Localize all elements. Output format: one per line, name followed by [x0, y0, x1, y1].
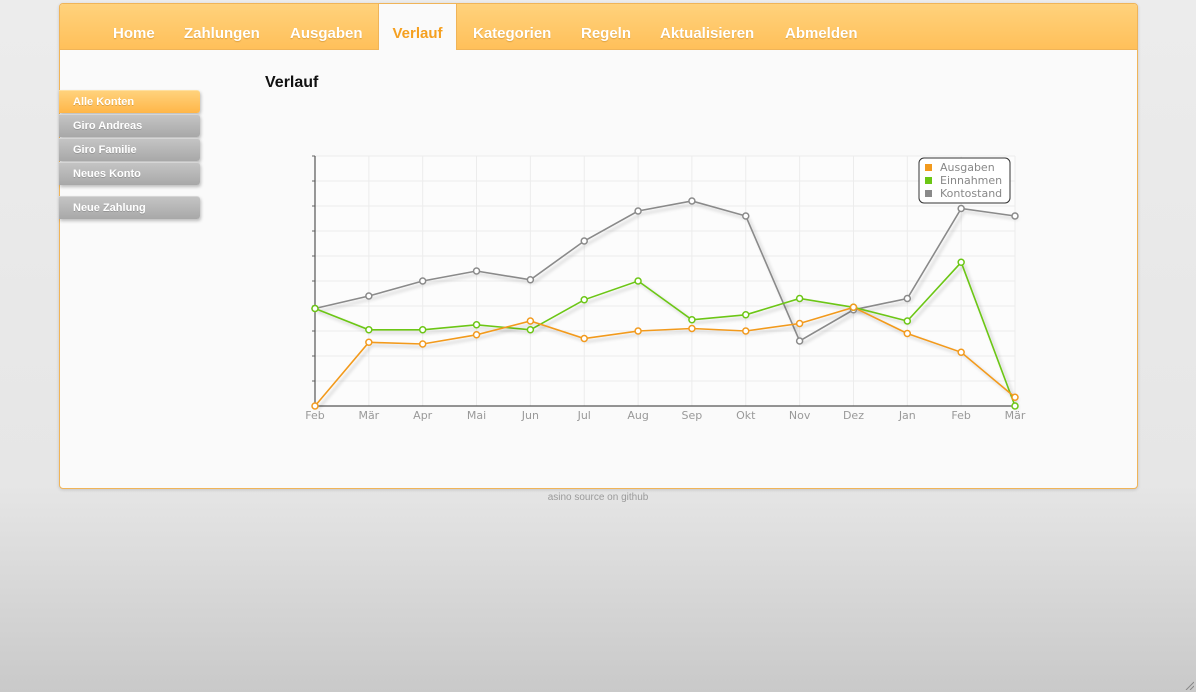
sidebar-item-alle-konten[interactable]: Alle Konten [59, 90, 200, 113]
top-navigation: Home Zahlungen Ausgaben Verlauf Kategori… [60, 3, 1137, 50]
data-point-ausgaben [634, 327, 642, 335]
nav-ausgaben[interactable]: Ausgaben [290, 25, 363, 42]
series-line-kontostand [314, 200, 1016, 343]
data-point-einnahmen [1011, 402, 1019, 410]
series-line-einnahmen [314, 260, 1016, 407]
data-point-einnahmen [634, 277, 642, 285]
sidebar-item-giro-andreas[interactable]: Giro Andreas [59, 114, 200, 137]
data-point-einnahmen [526, 326, 535, 334]
x-tick-label: Dez [843, 409, 864, 422]
x-tick-label: Mai [467, 409, 486, 422]
series-line-ausgaben [314, 306, 1016, 407]
footer-link[interactable]: asino source on github [547, 492, 649, 503]
data-point-ausgaben [742, 327, 750, 335]
data-point-ausgaben [472, 331, 481, 339]
data-point-kontostand [365, 292, 373, 300]
data-point-ausgaben [795, 319, 804, 328]
data-point-einnahmen [957, 258, 965, 266]
legend-label-ausgaben: Ausgaben [940, 161, 995, 174]
data-point-einnahmen [742, 311, 750, 319]
history-line-chart: Feb Mär Apr Mai Jun Jul Aug Sep Okt Nov Dez Jan Feb M… [305, 155, 1026, 422]
x-tick-label: Apr [413, 409, 433, 422]
data-point-ausgaben [1011, 393, 1019, 401]
sidebar-item-neues-konto[interactable]: Neues Konto [59, 162, 200, 185]
legend-label-kontostand: Kontostand [940, 187, 1002, 200]
data-point-kontostand [580, 237, 588, 245]
x-tick-label: Feb [305, 409, 324, 422]
nav-kategorien[interactable]: Kategorien [473, 25, 552, 42]
data-point-ausgaben [365, 338, 373, 346]
data-point-kontostand [795, 337, 804, 345]
x-tick-label: Sep [682, 409, 703, 422]
x-tick-label: Jul [577, 409, 591, 422]
app-window: Home Zahlungen Ausgaben Verlauf Kategori… [59, 3, 1138, 489]
nav-abmelden[interactable]: Abmelden [785, 25, 858, 42]
data-point-kontostand [742, 212, 750, 220]
x-tick-label: Feb [951, 409, 970, 422]
data-point-kontostand [957, 204, 965, 213]
chart-x-tick-labels: Feb Mär Apr Mai Jun Jul Aug Sep Okt Nov Dez Jan Feb M… [305, 409, 1026, 422]
x-tick-label: Okt [736, 409, 756, 422]
x-tick-label: Mär [1005, 409, 1026, 422]
data-point-kontostand [418, 277, 427, 285]
data-point-kontostand [634, 207, 642, 215]
chart-grid [314, 155, 1016, 407]
data-point-ausgaben [311, 402, 319, 410]
chart-points [311, 197, 1019, 410]
data-point-ausgaben [418, 340, 427, 348]
resize-grip-icon[interactable] [1184, 680, 1194, 690]
x-tick-label: Aug [627, 409, 648, 422]
x-tick-label: Mär [358, 409, 379, 422]
data-point-ausgaben [903, 329, 912, 338]
nav-aktualisieren[interactable]: Aktualisieren [660, 25, 755, 42]
legend-label-einnahmen: Einnahmen [940, 174, 1002, 187]
data-point-einnahmen [418, 326, 427, 334]
data-point-kontostand [688, 197, 696, 205]
data-point-einnahmen [688, 316, 696, 324]
data-point-einnahmen [472, 321, 481, 329]
data-point-ausgaben [688, 324, 696, 333]
data-point-einnahmen [365, 326, 373, 334]
nav-regeln[interactable]: Regeln [581, 25, 632, 42]
data-point-einnahmen [311, 304, 319, 313]
data-point-einnahmen [795, 294, 804, 303]
nav-zahlungen[interactable]: Zahlungen [184, 25, 260, 42]
nav-verlauf[interactable]: Verlauf [378, 3, 457, 50]
data-point-ausgaben [957, 348, 965, 356]
data-point-kontostand [526, 276, 535, 284]
x-tick-label: Jan [898, 409, 916, 422]
x-tick-label: Nov [789, 409, 811, 422]
data-point-kontostand [1011, 212, 1019, 220]
legend-swatch-kontostand [925, 190, 932, 197]
data-point-einnahmen [903, 317, 912, 325]
x-tick-label: Jun [521, 409, 539, 422]
data-point-einnahmen [580, 296, 588, 304]
data-point-kontostand [903, 294, 912, 303]
chart-series-lines [314, 200, 1016, 407]
sidebar-item-giro-familie[interactable]: Giro Familie [59, 138, 200, 161]
data-point-ausgaben [580, 334, 588, 343]
legend-box [918, 157, 1011, 204]
page-title: Verlauf [265, 74, 319, 91]
nav-home[interactable]: Home [113, 25, 155, 42]
new-payment-button[interactable]: Neue Zahlung [59, 196, 200, 219]
data-point-ausgaben [526, 317, 535, 325]
data-point-ausgaben [849, 303, 858, 311]
data-point-kontostand [472, 267, 481, 275]
legend-swatch-ausgaben [925, 164, 932, 171]
legend-swatch-einnahmen [925, 177, 932, 184]
chart-legend: Ausgaben Einnahmen Kontostand [918, 157, 1011, 204]
